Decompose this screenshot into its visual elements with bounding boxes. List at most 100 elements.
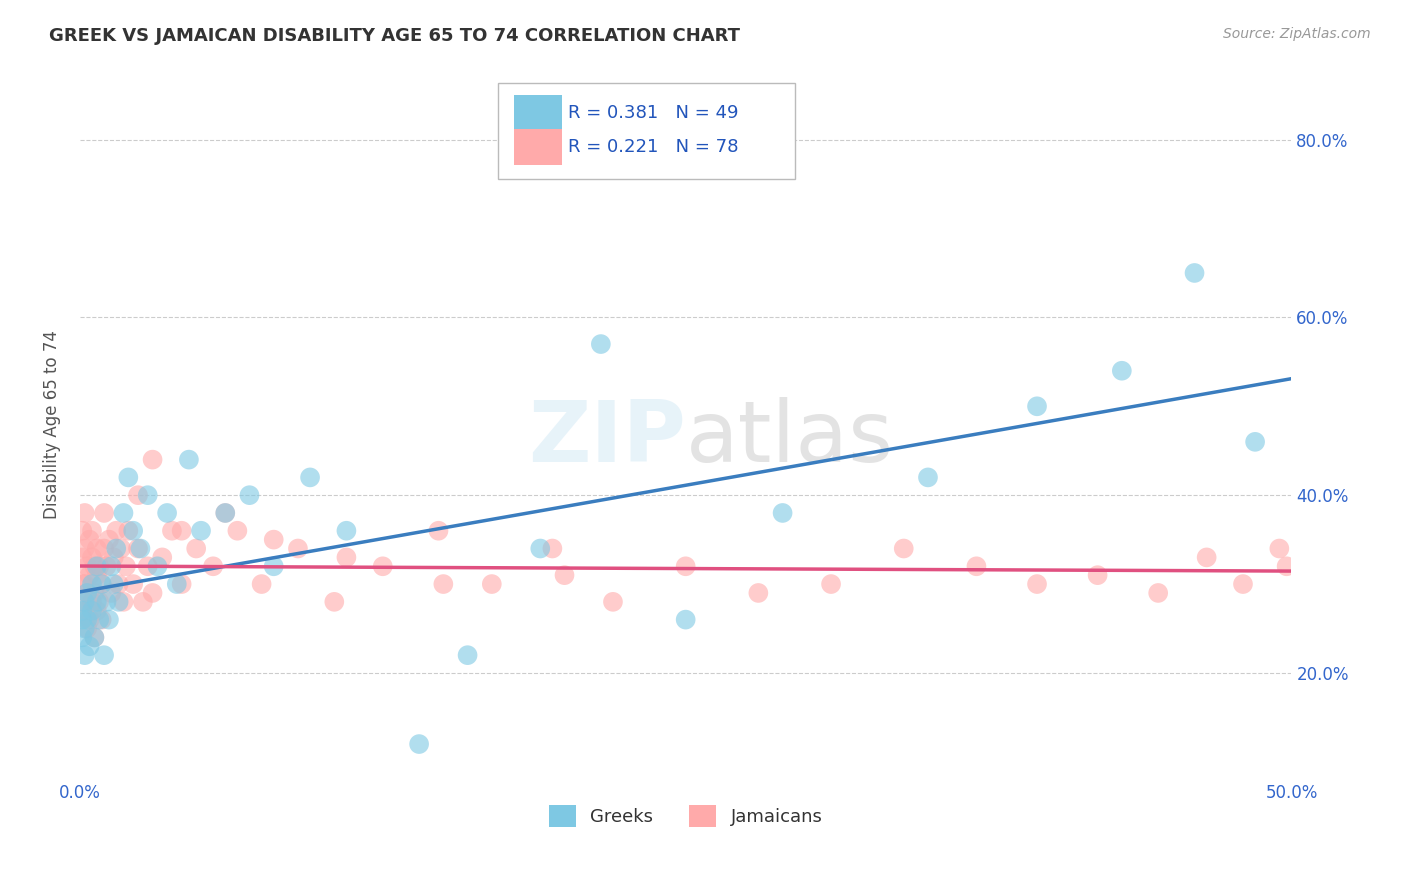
Point <box>553 568 575 582</box>
Point <box>96 595 118 609</box>
Point <box>917 470 939 484</box>
Point <box>90 613 112 627</box>
Point <box>115 559 138 574</box>
Point <box>166 577 188 591</box>
Point <box>86 559 108 574</box>
Point <box>214 506 236 520</box>
Point <box>893 541 915 556</box>
Point <box>107 595 129 609</box>
Point <box>73 577 96 591</box>
Point <box>89 613 111 627</box>
Point <box>83 631 105 645</box>
Point <box>97 613 120 627</box>
Point <box>117 470 139 484</box>
Point <box>1244 434 1267 449</box>
Point <box>80 524 103 538</box>
Point <box>93 506 115 520</box>
Point <box>72 613 94 627</box>
Point <box>127 541 149 556</box>
Point <box>80 550 103 565</box>
FancyBboxPatch shape <box>513 95 562 130</box>
Point <box>73 604 96 618</box>
Point <box>86 595 108 609</box>
Point <box>73 506 96 520</box>
Point <box>675 559 697 574</box>
Point <box>79 533 101 547</box>
Text: GREEK VS JAMAICAN DISABILITY AGE 65 TO 74 CORRELATION CHART: GREEK VS JAMAICAN DISABILITY AGE 65 TO 7… <box>49 27 740 45</box>
Point <box>76 586 98 600</box>
Point <box>83 631 105 645</box>
Point <box>156 506 179 520</box>
Point <box>72 595 94 609</box>
Point <box>105 524 128 538</box>
Point <box>97 533 120 547</box>
Point <box>76 586 98 600</box>
Point <box>263 533 285 547</box>
Point <box>1087 568 1109 582</box>
Point <box>73 622 96 636</box>
Point <box>73 595 96 609</box>
Point <box>72 524 94 538</box>
Text: ZIP: ZIP <box>527 397 686 480</box>
Point <box>83 586 105 600</box>
Point <box>202 559 225 574</box>
Point <box>86 568 108 582</box>
Point <box>117 524 139 538</box>
Point <box>965 559 987 574</box>
Point <box>100 559 122 574</box>
Point <box>1195 550 1218 565</box>
Point <box>86 604 108 618</box>
Point <box>79 568 101 582</box>
Point <box>335 550 357 565</box>
Point <box>72 604 94 618</box>
Point <box>589 337 612 351</box>
Point <box>263 559 285 574</box>
Point <box>72 631 94 645</box>
Point <box>457 648 479 662</box>
Point <box>323 595 346 609</box>
Text: Source: ZipAtlas.com: Source: ZipAtlas.com <box>1223 27 1371 41</box>
Point <box>299 470 322 484</box>
Point <box>127 488 149 502</box>
Point <box>110 541 132 556</box>
Point <box>76 622 98 636</box>
Point <box>89 595 111 609</box>
Point <box>72 550 94 565</box>
Point <box>529 541 551 556</box>
Point <box>146 559 169 574</box>
Point <box>122 524 145 538</box>
Text: atlas: atlas <box>686 397 894 480</box>
Point <box>541 541 564 556</box>
Point <box>136 559 159 574</box>
Point <box>132 595 155 609</box>
Point <box>103 577 125 591</box>
Point <box>250 577 273 591</box>
Point <box>481 577 503 591</box>
Point <box>90 577 112 591</box>
Point <box>83 559 105 574</box>
Point <box>73 541 96 556</box>
Point <box>190 524 212 538</box>
Point <box>150 550 173 565</box>
Point <box>93 541 115 556</box>
Point <box>72 577 94 591</box>
Point <box>79 640 101 654</box>
Point <box>76 559 98 574</box>
Point <box>122 577 145 591</box>
Point <box>112 506 135 520</box>
Point <box>142 586 165 600</box>
Legend: Greeks, Jamaicans: Greeks, Jamaicans <box>541 798 830 835</box>
Point <box>432 577 454 591</box>
Point <box>1232 577 1254 591</box>
Point <box>1184 266 1206 280</box>
Point <box>136 488 159 502</box>
Point <box>170 577 193 591</box>
Point <box>1147 586 1170 600</box>
Point <box>142 452 165 467</box>
Point <box>76 613 98 627</box>
Point <box>100 586 122 600</box>
Point <box>772 506 794 520</box>
Y-axis label: Disability Age 65 to 74: Disability Age 65 to 74 <box>44 330 60 518</box>
Point <box>1026 577 1049 591</box>
Point <box>226 524 249 538</box>
